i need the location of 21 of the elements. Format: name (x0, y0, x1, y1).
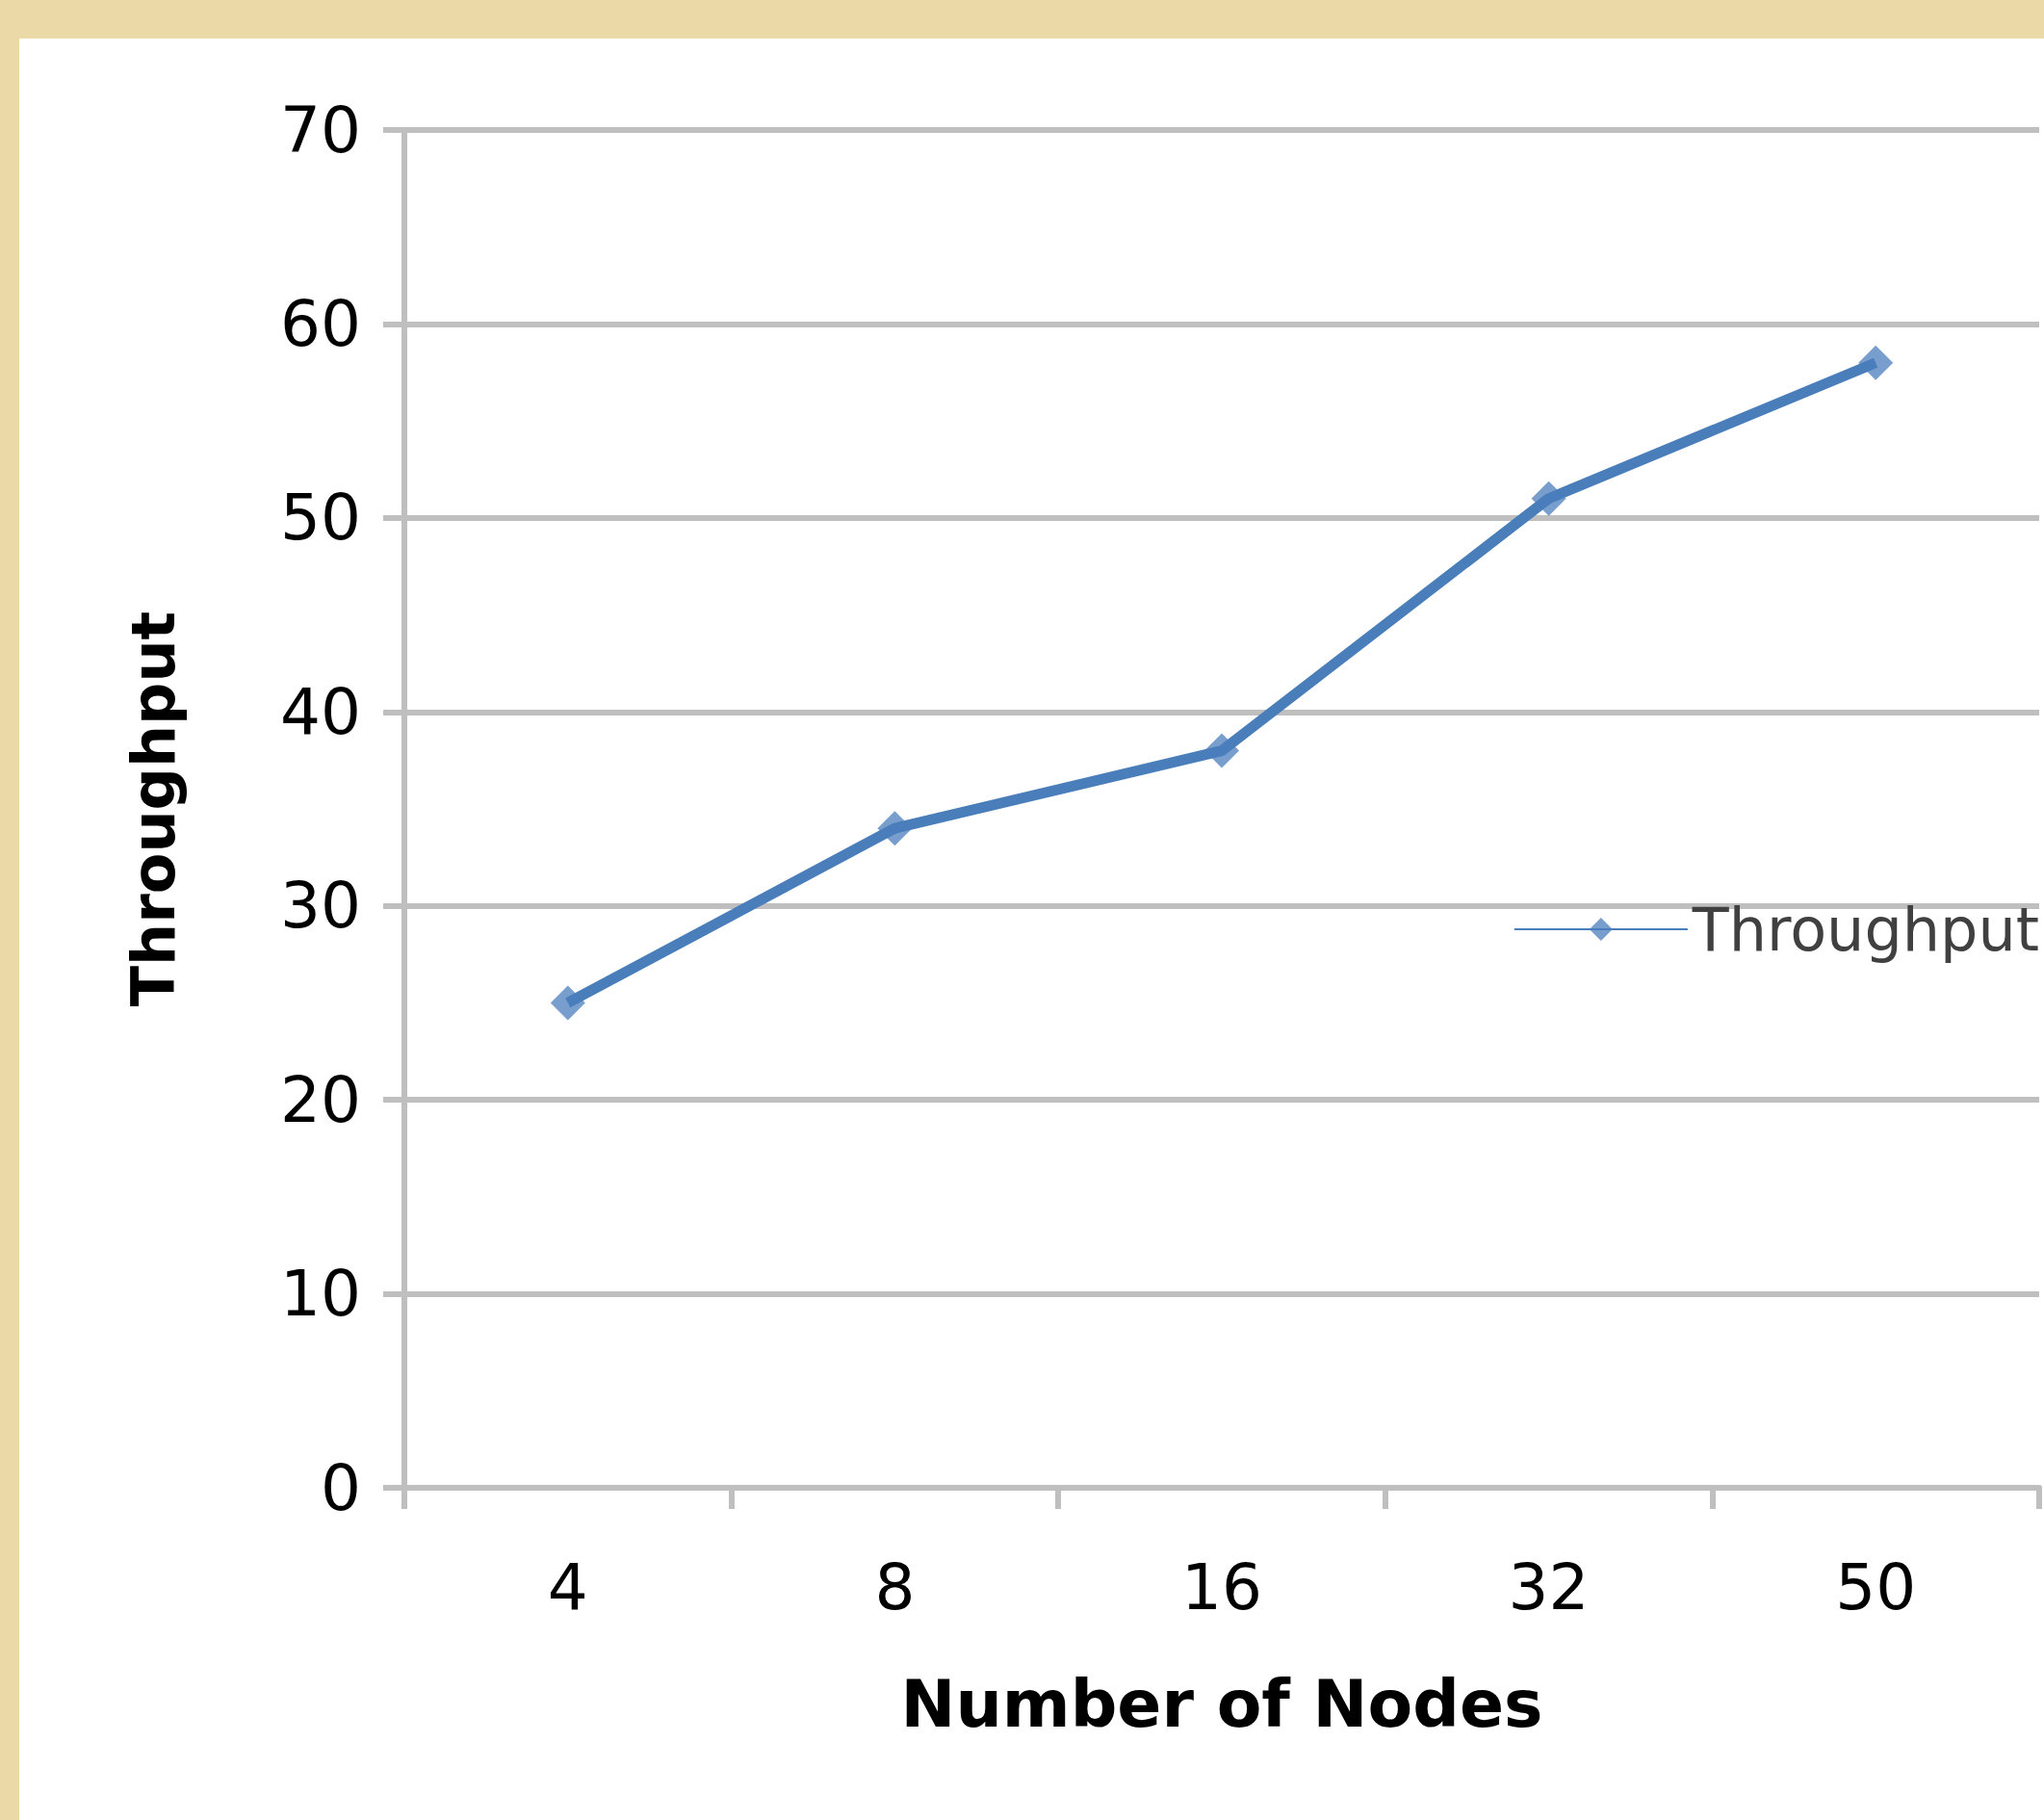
point (550, 985, 585, 1021)
x-tick-label: 8 (874, 1549, 916, 1625)
point (1204, 733, 1239, 768)
y-tick-label: 20 (280, 1062, 361, 1137)
x-axis-title: Number of Nodes (900, 1665, 1543, 1742)
y-tick-label: 30 (280, 869, 361, 944)
y-tick-label: 10 (280, 1257, 361, 1332)
y-tick-label: 50 (280, 481, 361, 556)
x-tick-label: 4 (547, 1549, 588, 1625)
y-tick-label: 70 (280, 92, 361, 168)
x-tick-label: 32 (1508, 1549, 1590, 1625)
point (1858, 345, 1894, 380)
point (1531, 481, 1566, 516)
y-tick-label: 40 (280, 674, 361, 749)
x-tick-label: 50 (1835, 1549, 1917, 1625)
legend-label: Throughput (1691, 894, 2040, 965)
y-tick-label: 0 (321, 1450, 361, 1525)
y-axis-title: Throughput (117, 611, 189, 1007)
x-tick-label: 16 (1181, 1549, 1262, 1625)
point (877, 811, 913, 846)
y-tick-label: 60 (280, 286, 361, 361)
